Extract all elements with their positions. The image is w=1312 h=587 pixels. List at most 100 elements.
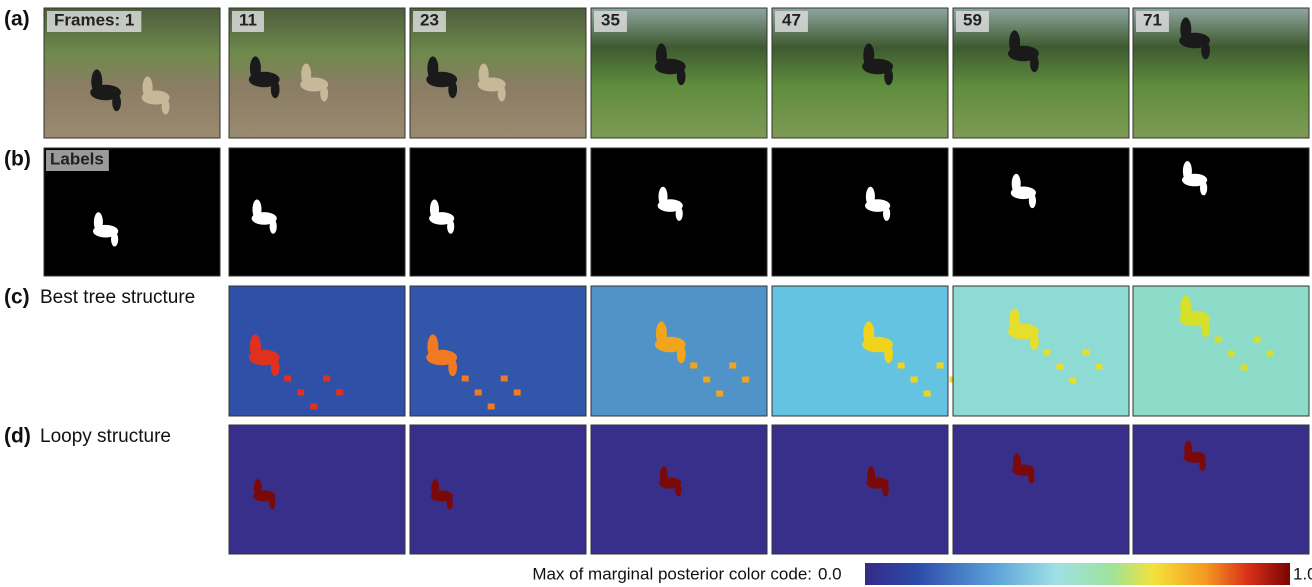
animal — [1201, 42, 1210, 60]
posterior-speck — [1056, 364, 1063, 370]
frame-label: 71 — [1143, 10, 1162, 29]
animal — [884, 68, 893, 86]
posterior-speck — [1215, 337, 1222, 343]
loopy-map — [772, 425, 948, 554]
posterior-speck — [924, 391, 931, 397]
posterior-map — [1133, 286, 1309, 416]
posterior-speck — [716, 391, 723, 397]
posterior-speck — [1043, 350, 1050, 356]
animal — [448, 81, 457, 99]
colorbar-min: 0.0 — [818, 564, 842, 583]
loopy-blob — [431, 479, 439, 497]
frame-label: 11 — [239, 10, 257, 29]
posterior-blob — [271, 359, 280, 377]
loopy-blob — [446, 497, 452, 510]
animal — [656, 43, 667, 67]
loopy-map — [953, 425, 1129, 554]
mask-blob — [676, 207, 683, 221]
posterior-speck — [284, 376, 291, 382]
posterior-speck — [297, 390, 304, 396]
loopy-blob — [254, 479, 262, 497]
mask-blob — [1029, 194, 1036, 208]
posterior-blob — [1180, 295, 1191, 319]
mask-blob — [866, 187, 875, 207]
posterior-blob — [1030, 333, 1039, 351]
loopy-blob — [1184, 440, 1192, 458]
animal — [271, 81, 280, 99]
animal — [250, 56, 261, 80]
row-label: (d) — [4, 425, 31, 448]
frame-label: 35 — [601, 10, 620, 29]
dog — [479, 64, 489, 86]
posterior-blob — [1009, 308, 1020, 332]
colorbar-max: 1.0 — [1293, 564, 1312, 583]
posterior-speck — [475, 390, 482, 396]
posterior-speck — [1082, 350, 1089, 356]
mask-blob — [1183, 161, 1192, 181]
loopy-blob — [882, 484, 888, 497]
loopy-blob — [675, 484, 681, 497]
loopy-blob — [1013, 453, 1021, 471]
posterior-map — [772, 286, 948, 416]
animal — [1180, 17, 1191, 41]
frame-label: Frames: 1 — [54, 10, 134, 29]
figure: (a)Frames: 1112335475971(b)Labels(c)Best… — [0, 0, 1312, 587]
posterior-blob — [863, 321, 874, 345]
animal — [863, 43, 874, 67]
posterior-speck — [1267, 351, 1274, 357]
posterior-speck — [462, 376, 469, 382]
loopy-map — [1133, 425, 1309, 554]
label-mask — [1133, 148, 1309, 276]
dog — [301, 64, 311, 86]
mask-blob — [447, 219, 454, 233]
posterior-speck — [911, 377, 918, 383]
panels: (a)Frames: 1112335475971(b)Labels(c)Best… — [4, 8, 1309, 554]
row-caption: Loopy structure — [40, 426, 171, 447]
colorbar-caption: Max of marginal posterior color code: — [532, 564, 812, 583]
posterior-speck — [729, 363, 736, 369]
mask-blob — [1012, 174, 1021, 194]
posterior-speck — [1095, 364, 1102, 370]
row-caption: Best tree structure — [40, 287, 195, 308]
posterior-speck — [488, 404, 495, 410]
loopy-blob — [1028, 471, 1034, 484]
posterior-blob — [1201, 320, 1210, 338]
frame-label: 23 — [420, 10, 439, 29]
posterior-blob — [677, 346, 686, 364]
animal — [427, 56, 438, 80]
row-label: (c) — [4, 286, 30, 309]
posterior-speck — [1228, 351, 1235, 357]
row-label: (b) — [4, 148, 31, 171]
mask-blob — [430, 200, 439, 220]
posterior-blob — [250, 334, 261, 358]
animal — [677, 68, 686, 86]
posterior-speck — [514, 390, 521, 396]
loopy-blob — [867, 466, 875, 484]
mask-blob — [659, 187, 668, 207]
dog — [498, 86, 506, 102]
posterior-speck — [1069, 378, 1076, 384]
posterior-speck — [336, 390, 343, 396]
posterior-speck — [501, 376, 508, 382]
posterior-speck — [1241, 365, 1248, 371]
frame-label: 59 — [963, 10, 982, 29]
mask-blob — [883, 207, 890, 221]
mask-blob — [111, 232, 118, 246]
loopy-blob — [269, 497, 275, 510]
mask-blob — [94, 212, 103, 232]
posterior-blob — [656, 321, 667, 345]
colorbar — [865, 563, 1290, 585]
mask-blob — [253, 200, 262, 220]
row-label: (a) — [4, 8, 30, 31]
posterior-speck — [1254, 337, 1261, 343]
posterior-speck — [703, 377, 710, 383]
frame-label: 47 — [782, 10, 801, 29]
posterior-speck — [898, 363, 905, 369]
animal — [1009, 30, 1020, 54]
mask-blob — [1200, 181, 1207, 195]
posterior-speck — [690, 363, 697, 369]
loopy-blob — [1199, 458, 1205, 471]
posterior-speck — [310, 404, 317, 410]
posterior-speck — [937, 363, 944, 369]
label-mask — [953, 148, 1129, 276]
